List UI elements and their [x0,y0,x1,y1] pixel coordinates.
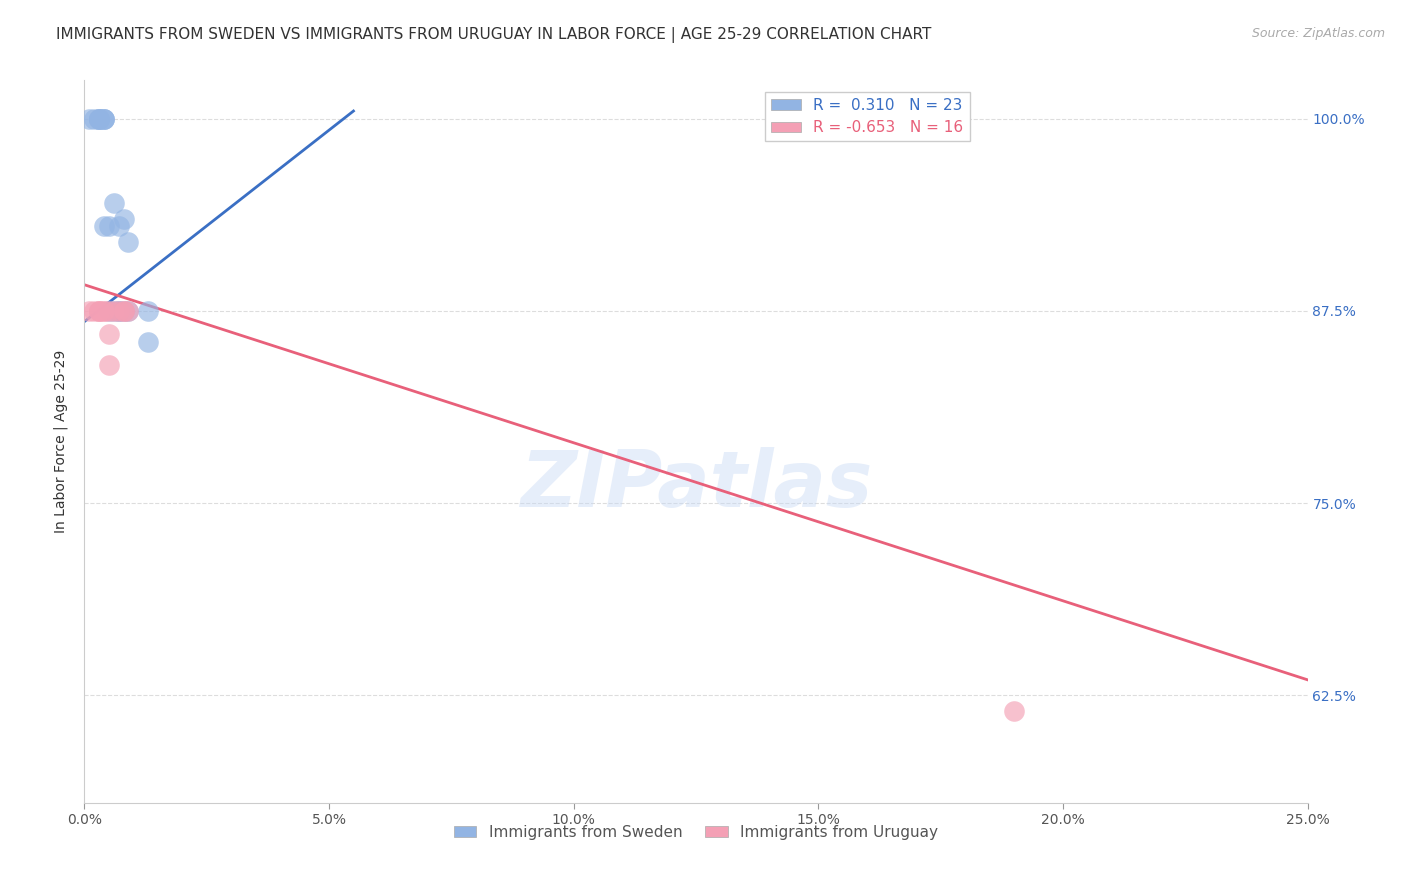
Point [103,196,125,211]
Point [136,304,159,318]
Point [87,304,110,318]
Point [97,326,120,341]
Point [77,112,100,126]
Point [93,112,115,126]
Point [83,304,105,318]
Y-axis label: In Labor Force | Age 25-29: In Labor Force | Age 25-29 [53,350,69,533]
Point [112,304,135,318]
Point [87,112,110,126]
Point [97,358,120,372]
Legend: Immigrants from Sweden, Immigrants from Uruguay: Immigrants from Sweden, Immigrants from … [447,819,945,846]
Point [93,304,115,318]
Point [87,112,110,126]
Text: ZIPatlas: ZIPatlas [520,447,872,523]
Point [1002,704,1025,718]
Point [93,112,115,126]
Point [117,235,139,249]
Point [136,334,159,349]
Point [107,304,129,318]
Point [93,304,115,318]
Point [77,304,100,318]
Point [107,304,129,318]
Point [87,304,110,318]
Point [97,304,120,318]
Point [107,304,129,318]
Point [97,304,120,318]
Point [103,304,125,318]
Point [112,211,135,226]
Text: IMMIGRANTS FROM SWEDEN VS IMMIGRANTS FROM URUGUAY IN LABOR FORCE | AGE 25-29 COR: IMMIGRANTS FROM SWEDEN VS IMMIGRANTS FRO… [56,27,932,43]
Point [93,112,115,126]
Point [103,304,125,318]
Point [117,304,139,318]
Point [112,304,135,318]
Point [107,219,129,234]
Point [97,219,120,234]
Point [87,304,110,318]
Point [93,219,115,234]
Point [83,112,105,126]
Point [87,112,110,126]
Point [117,304,139,318]
Point [87,112,110,126]
Text: Source: ZipAtlas.com: Source: ZipAtlas.com [1251,27,1385,40]
Point [112,304,135,318]
